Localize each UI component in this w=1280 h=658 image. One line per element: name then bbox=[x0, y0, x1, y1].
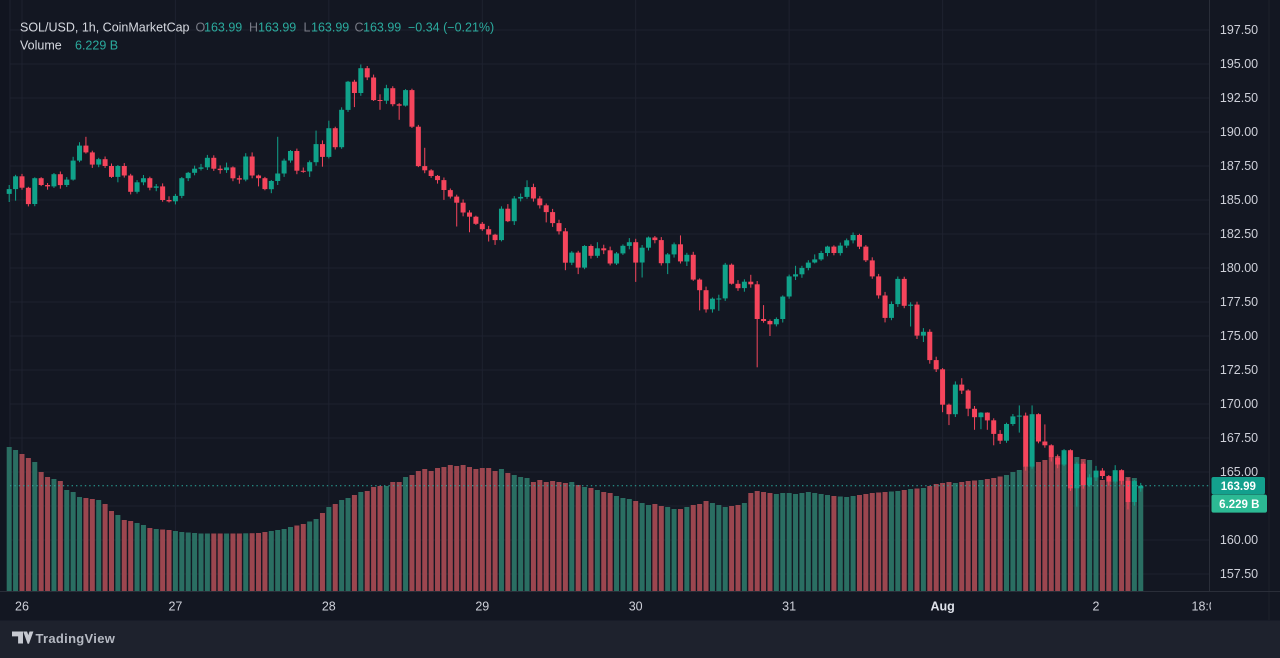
svg-text:182.50: 182.50 bbox=[1220, 227, 1258, 241]
svg-text:195.00: 195.00 bbox=[1220, 57, 1258, 71]
svg-text:−0.34 (−0.21%): −0.34 (−0.21%) bbox=[408, 21, 494, 35]
svg-text:163.99: 163.99 bbox=[363, 21, 401, 35]
svg-text:C: C bbox=[355, 21, 364, 35]
svg-text:160.00: 160.00 bbox=[1220, 533, 1258, 547]
svg-text:27: 27 bbox=[168, 600, 182, 614]
svg-text:177.50: 177.50 bbox=[1220, 295, 1258, 309]
svg-text:TradingView: TradingView bbox=[36, 631, 116, 646]
svg-text:26: 26 bbox=[15, 600, 29, 614]
svg-text:175.00: 175.00 bbox=[1220, 329, 1258, 343]
svg-text:170.00: 170.00 bbox=[1220, 397, 1258, 411]
svg-text:O: O bbox=[196, 21, 206, 35]
svg-text:18:00: 18:00 bbox=[1192, 600, 1223, 614]
svg-text:163.99: 163.99 bbox=[258, 21, 296, 35]
svg-text:167.50: 167.50 bbox=[1220, 431, 1258, 445]
svg-text:197.50: 197.50 bbox=[1220, 23, 1258, 37]
svg-text:H: H bbox=[249, 21, 258, 35]
svg-text:Aug: Aug bbox=[930, 600, 954, 614]
svg-text:L: L bbox=[304, 21, 311, 35]
svg-text:187.50: 187.50 bbox=[1220, 159, 1258, 173]
svg-text:172.50: 172.50 bbox=[1220, 363, 1258, 377]
svg-text:30: 30 bbox=[629, 600, 643, 614]
svg-text:185.00: 185.00 bbox=[1220, 193, 1258, 207]
svg-text:163.99: 163.99 bbox=[1221, 481, 1256, 493]
svg-text:2: 2 bbox=[1093, 600, 1100, 614]
svg-text:6.229 B: 6.229 B bbox=[75, 39, 118, 53]
svg-text:31: 31 bbox=[782, 600, 796, 614]
svg-text:157.50: 157.50 bbox=[1220, 567, 1258, 581]
svg-text:Volume: Volume bbox=[20, 39, 62, 53]
svg-text:6.229 B: 6.229 B bbox=[1219, 499, 1259, 511]
svg-text:163.99: 163.99 bbox=[311, 21, 349, 35]
svg-text:28: 28 bbox=[322, 600, 336, 614]
svg-text:SOL/USD, 1h, CoinMarketCap: SOL/USD, 1h, CoinMarketCap bbox=[20, 21, 190, 35]
svg-text:29: 29 bbox=[475, 600, 489, 614]
svg-text:163.99: 163.99 bbox=[204, 21, 242, 35]
svg-text:180.00: 180.00 bbox=[1220, 261, 1258, 275]
svg-text:190.00: 190.00 bbox=[1220, 125, 1258, 139]
svg-text:165.00: 165.00 bbox=[1220, 465, 1258, 479]
svg-text:192.50: 192.50 bbox=[1220, 91, 1258, 105]
